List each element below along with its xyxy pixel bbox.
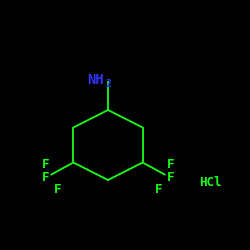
Text: F: F — [155, 183, 162, 196]
Text: F: F — [42, 158, 49, 171]
Text: NH: NH — [87, 73, 104, 87]
Text: F: F — [167, 171, 174, 184]
Text: F: F — [54, 183, 61, 196]
Text: HCl: HCl — [199, 176, 221, 188]
Text: F: F — [42, 171, 49, 184]
Text: F: F — [167, 158, 174, 171]
Text: 2: 2 — [105, 79, 111, 89]
